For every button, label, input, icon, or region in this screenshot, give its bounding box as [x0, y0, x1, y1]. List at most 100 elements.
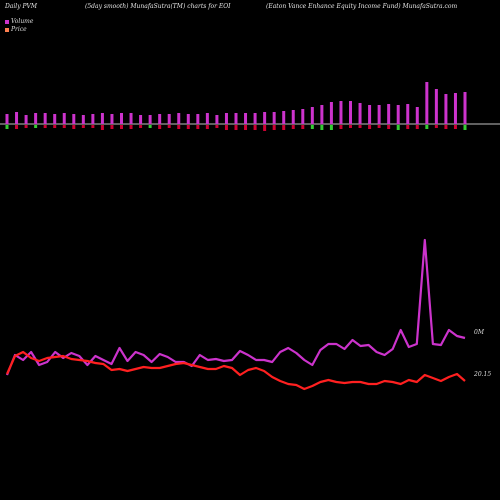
- volume-bar-up: [291, 110, 295, 124]
- volume-bar-up: [320, 105, 324, 124]
- volume-bar-up: [120, 113, 123, 124]
- volume-bar-down: [291, 125, 295, 129]
- volume-bar-down: [167, 125, 171, 128]
- volume-bar-down: [15, 125, 19, 129]
- volume-bar-up: [100, 113, 104, 124]
- volume-bar-up: [263, 112, 267, 124]
- volume-bar-up: [196, 114, 200, 124]
- legend-item-volume: Volume: [5, 18, 33, 26]
- volume-bar-down: [148, 125, 152, 128]
- volume-bar-down: [329, 125, 333, 130]
- legend-item-price: Price: [5, 26, 33, 34]
- volume-bar-down: [158, 125, 162, 129]
- volume-bar-up: [244, 113, 248, 124]
- volume-bar-down: [196, 125, 200, 129]
- volume-bar-down: [53, 125, 57, 128]
- volume-bar-down: [463, 125, 467, 130]
- volume-bar-up: [444, 94, 448, 124]
- volume-bar-down: [244, 125, 248, 130]
- volume-bar-down: [387, 125, 391, 129]
- volume-bar-up: [425, 82, 429, 124]
- volume-bar-down: [444, 125, 448, 129]
- volume-bar-down: [81, 125, 85, 128]
- volume-bar-down: [406, 125, 410, 129]
- volume-bar-up: [205, 113, 209, 124]
- volume-bar-up: [339, 101, 343, 124]
- volume-bar-down: [263, 125, 267, 131]
- volume-bar-up: [167, 114, 171, 124]
- volume-bar-up: [415, 107, 419, 124]
- volume-bar-down: [320, 125, 324, 130]
- volume-bar-up: [43, 113, 47, 124]
- volume-bar-up: [15, 112, 19, 124]
- price-value-label: 20.15: [473, 371, 491, 378]
- volume-bar-down: [100, 125, 104, 130]
- volume-bar-down: [62, 125, 66, 128]
- volume-bar-down: [234, 125, 238, 130]
- volume-bar-down: [415, 125, 419, 129]
- volume-bar-down: [434, 125, 438, 128]
- volume-bar-down: [72, 125, 76, 129]
- volume-bar-down: [453, 125, 457, 129]
- volume-bar-down: [43, 125, 47, 128]
- legend-label-price: Price: [11, 26, 27, 33]
- volume-bar-up: [224, 113, 228, 124]
- volume-bar-down: [377, 125, 381, 128]
- volume-bar-up: [158, 114, 162, 124]
- volume-bar-up: [453, 93, 457, 124]
- volume-bar-up: [329, 102, 333, 124]
- chart-title-middle: (5day smooth) MunafaSutra(TM) charts for…: [85, 3, 231, 10]
- price-line: [5, 350, 466, 391]
- volume-bar-up: [396, 105, 400, 124]
- volume-bar-down: [349, 125, 352, 128]
- volume-bar-down: [120, 125, 123, 129]
- volume-bar-up: [358, 103, 362, 124]
- volume-bar-down: [310, 125, 314, 129]
- volume-bar-up: [377, 105, 381, 124]
- volume-bar-down: [282, 125, 286, 130]
- volume-bar-down: [110, 125, 114, 129]
- volume-bar-down: [425, 125, 429, 129]
- volume-bar-down: [177, 125, 181, 129]
- volume-bar-up: [434, 89, 438, 124]
- volume-bar-up: [72, 114, 76, 124]
- volume-bar-up: [301, 109, 305, 124]
- volume-bar-down: [224, 125, 228, 130]
- volume-line: [5, 238, 466, 376]
- volume-bar-up: [53, 114, 57, 124]
- volume-bar-up: [463, 92, 467, 124]
- volume-bar-down: [272, 125, 276, 130]
- volume-bar-down: [358, 125, 362, 128]
- volume-bar-up: [5, 114, 9, 124]
- volume-bar-down: [34, 125, 38, 128]
- volume-bar-up: [253, 113, 257, 124]
- volume-bar-up: [81, 115, 85, 124]
- volume-bar-down: [368, 125, 372, 129]
- chart-legend: Volume Price: [5, 18, 33, 34]
- legend-swatch-volume: [5, 20, 9, 24]
- volume-bar-up: [24, 115, 28, 124]
- volume-bar-up: [186, 114, 190, 124]
- volume-bar-down: [186, 125, 190, 129]
- volume-value-label: 0M: [474, 329, 485, 336]
- volume-bar-down: [24, 125, 28, 128]
- volume-bar-up: [177, 113, 181, 124]
- volume-bar-up: [282, 111, 286, 124]
- volume-bar-up: [349, 101, 352, 124]
- volume-bar-up: [215, 115, 219, 124]
- volume-bar-up: [62, 113, 66, 124]
- volume-bar-down: [205, 125, 209, 129]
- volume-bar-up: [139, 115, 143, 124]
- volume-bar-up: [368, 105, 372, 124]
- volume-bar-up: [91, 114, 95, 124]
- legend-label-volume: Volume: [11, 18, 34, 25]
- volume-bar-down: [215, 125, 219, 128]
- volume-bar-up: [110, 114, 114, 124]
- volume-bar-up: [148, 115, 152, 124]
- volume-bar-up: [234, 113, 238, 124]
- volume-bar-up: [406, 104, 410, 124]
- volume-bar-down: [396, 125, 400, 130]
- volume-bar-up: [129, 113, 133, 124]
- volume-bar-down: [139, 125, 143, 128]
